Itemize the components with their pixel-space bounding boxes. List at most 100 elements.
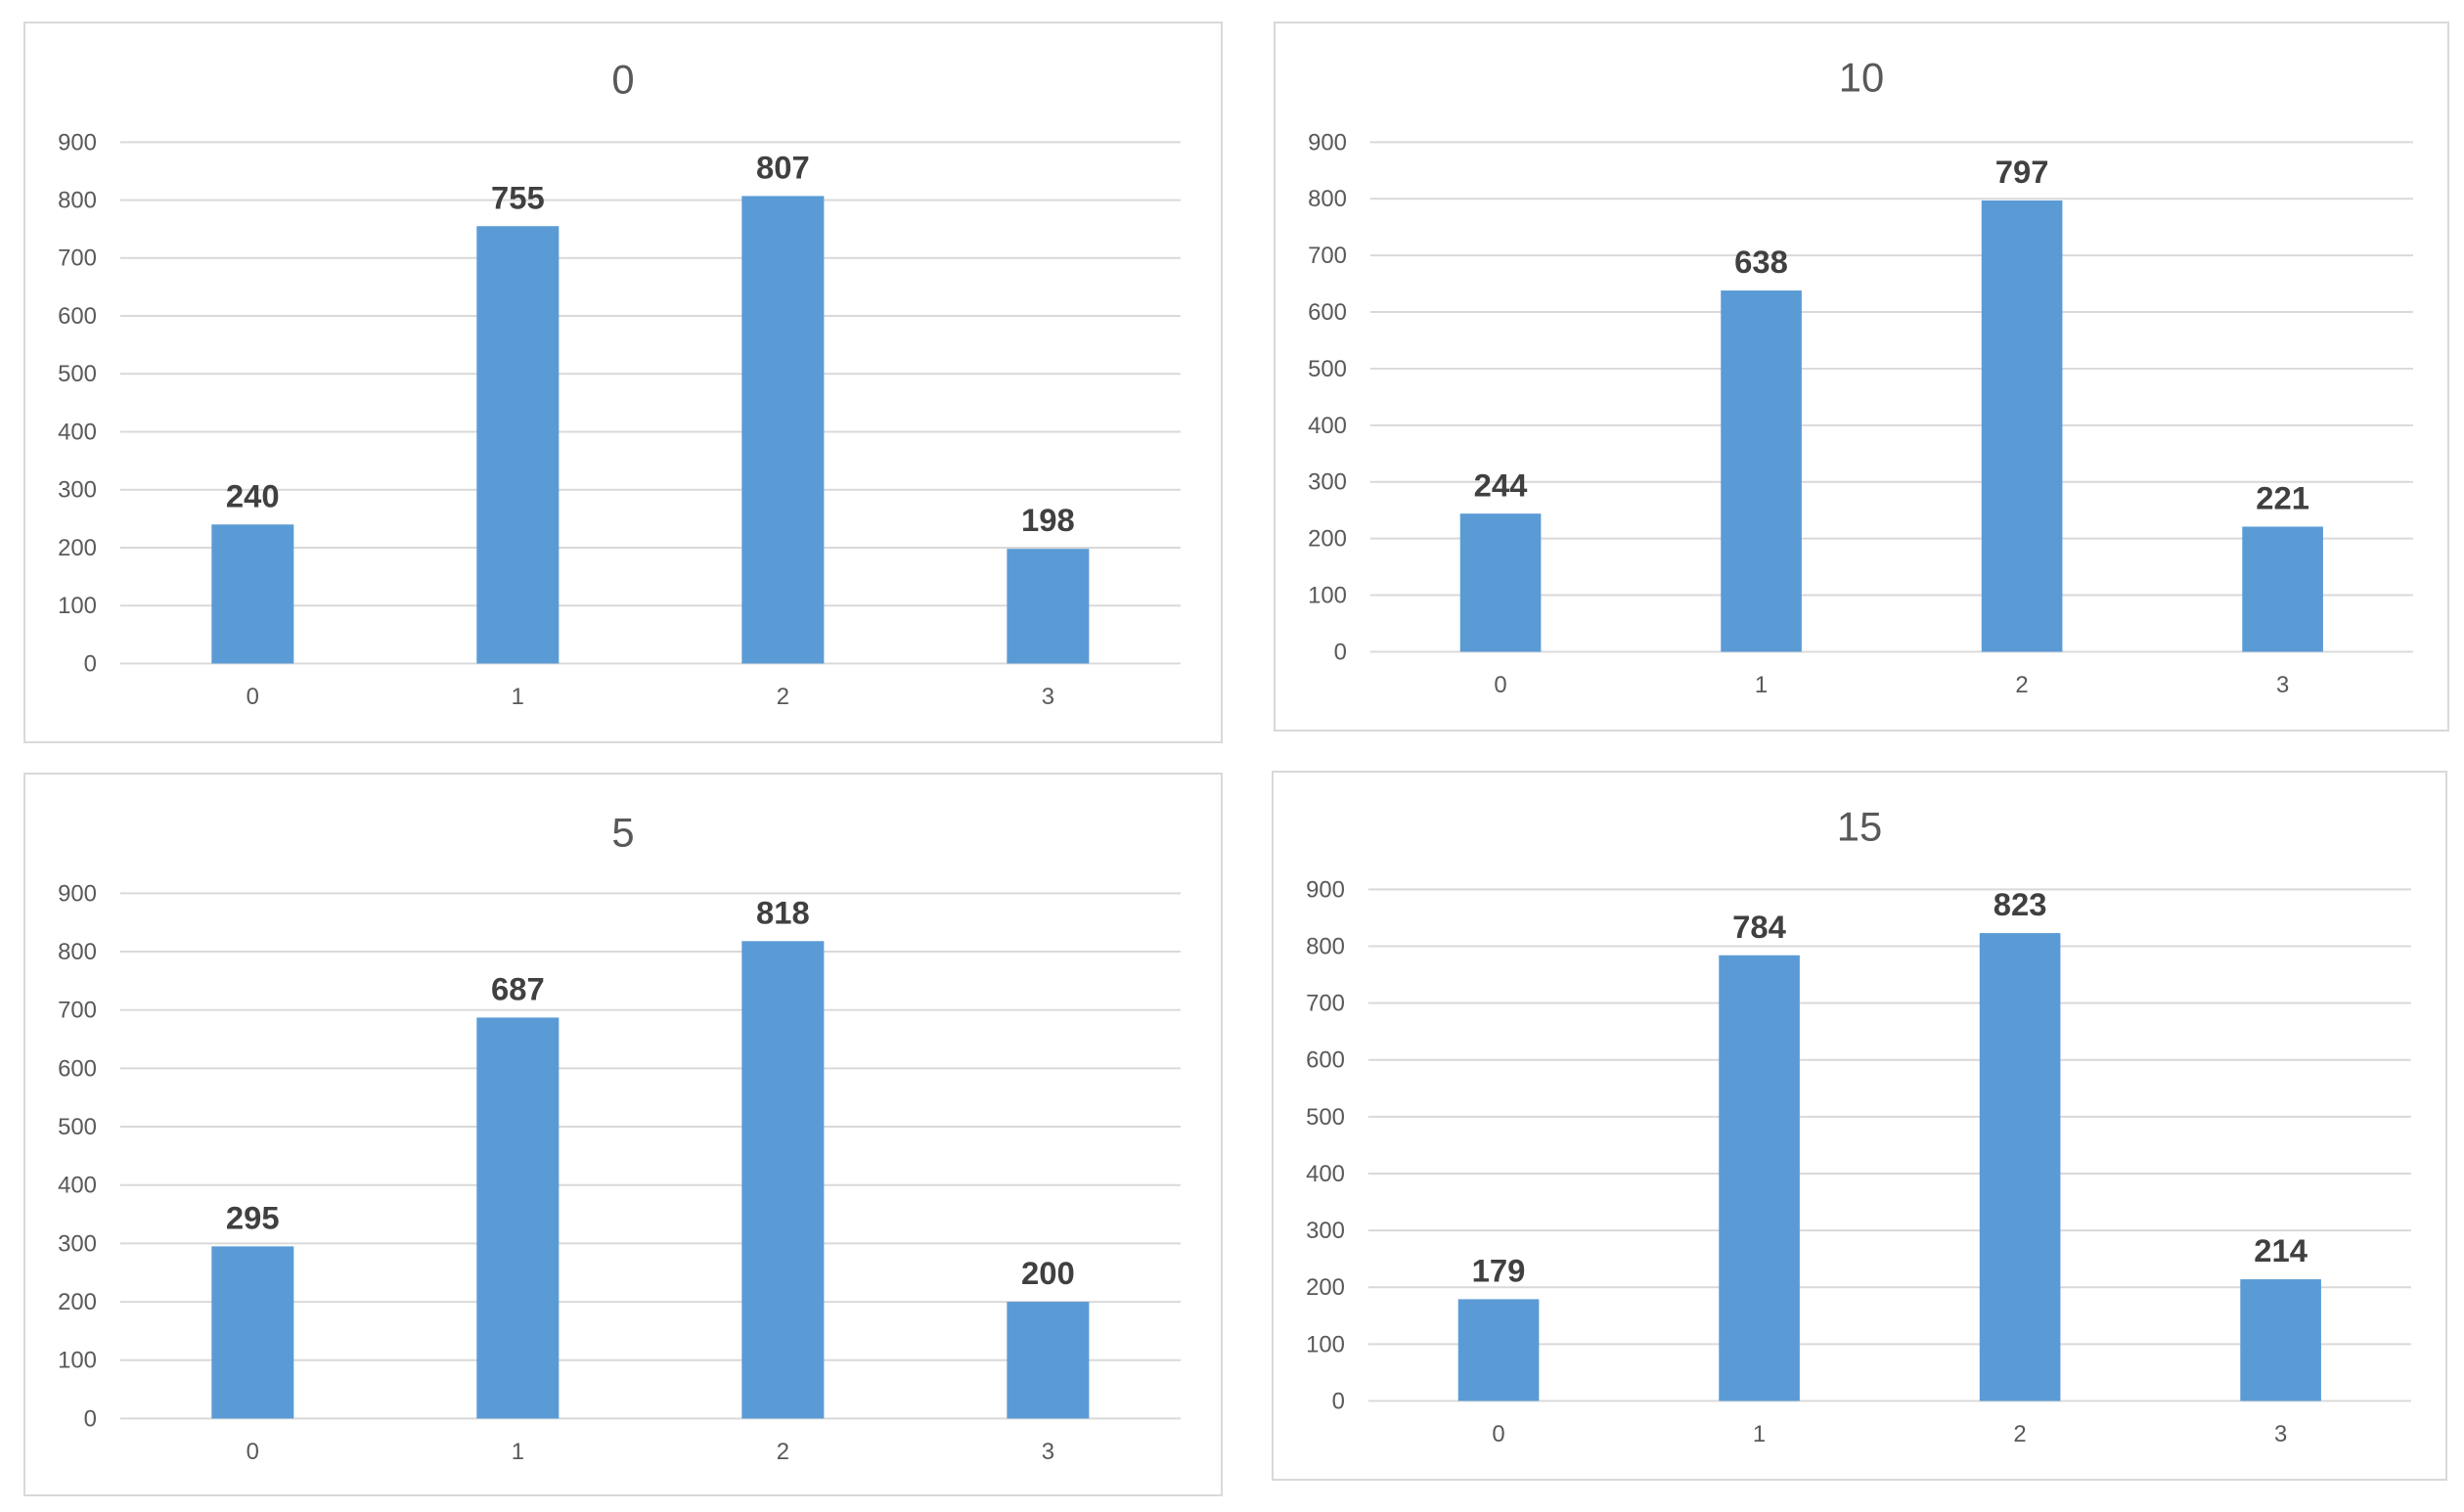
chart-svg-0: 0 0 100 200 300 400 500 600 700 800 900 240 0 755 1 807… [58,57,1181,710]
bar-3 [2240,1279,2321,1401]
data-label: 198 [1021,502,1075,538]
bar-1 [1721,290,1802,652]
data-label: 687 [491,971,545,1007]
data-label: 179 [1472,1253,1526,1289]
bar-3 [1007,549,1090,664]
data-label: 244 [1474,467,1528,503]
bar-0 [211,1246,294,1419]
chart-svg-3: 15 0 100 200 300 400 500 600 700 800 900 179 0 784 1 82… [1306,804,2411,1447]
y-tick-label: 100 [58,593,97,619]
data-label: 797 [1995,154,2049,190]
y-tick-label: 800 [1308,186,1347,212]
chart-svg-2: 5 0 100 200 300 400 500 600 700 800 900 295 0 687 1 818… [58,810,1181,1465]
bar-2 [741,196,825,664]
data-label: 240 [226,477,280,513]
x-tick-label: 0 [246,684,259,710]
data-label: 221 [2256,480,2309,516]
y-tick-label: 500 [58,1114,97,1140]
y-tick-label: 200 [58,535,97,561]
y-tick-label: 600 [58,303,97,330]
y-tick-label: 300 [1308,469,1347,496]
x-tick-label: 0 [246,1439,259,1465]
bar-1 [1719,955,1800,1401]
y-tick-label: 900 [1306,876,1345,903]
x-tick-label: 3 [2276,672,2289,698]
y-tick-label: 0 [84,650,97,677]
y-tick-label: 200 [58,1289,97,1315]
bar-0 [211,524,294,664]
bar-0 [1457,1299,1540,1401]
y-tick-label: 700 [1308,243,1347,269]
y-tick-label: 500 [1308,356,1347,382]
y-tick-label: 600 [1308,299,1347,326]
y-tick-label: 100 [58,1348,97,1374]
chart-panel-1: 10 0 100 200 300 400 500 600 700 800 900 244 0 638 1 79… [1274,22,2449,732]
chart-panel-3: 15 0 100 200 300 400 500 600 700 800 900 179 0 784 1 82… [1272,771,2447,1481]
y-tick-label: 400 [58,419,97,445]
x-tick-label: 3 [2274,1421,2287,1447]
x-tick-label: 3 [1042,684,1054,710]
y-tick-label: 0 [1334,639,1347,665]
y-tick-label: 700 [58,245,97,272]
chart-title: 15 [1837,804,1882,850]
x-tick-label: 2 [2013,1421,2026,1447]
bar-3 [1007,1302,1090,1419]
x-tick-label: 0 [1492,1421,1504,1447]
x-tick-label: 1 [512,684,524,710]
y-tick-label: 0 [84,1405,97,1432]
y-tick-label: 500 [58,361,97,387]
bar-2 [741,941,825,1419]
y-tick-label: 800 [1306,933,1345,959]
data-label: 755 [491,179,545,215]
bar-1 [476,226,560,664]
y-tick-label: 700 [1306,991,1345,1017]
y-tick-label: 600 [1306,1047,1345,1074]
data-label: 807 [756,150,810,186]
x-tick-label: 2 [777,1439,789,1465]
y-tick-label: 500 [1306,1104,1345,1131]
y-tick-label: 0 [1332,1388,1345,1414]
y-tick-label: 100 [1306,1331,1345,1357]
y-tick-label: 100 [1308,582,1347,608]
y-tick-label: 900 [58,880,97,907]
chart-svg-1: 1001002003004005006007008009002440638179… [1308,55,2413,698]
data-label: 823 [1994,886,2047,922]
bar-1 [476,1017,560,1419]
y-tick-label: 300 [1306,1218,1345,1244]
bar-3 [2242,526,2323,652]
x-tick-label: 3 [1042,1439,1054,1465]
chart-panel-2: 5 0 100 200 300 400 500 600 700 800 900 295 0 687 1 818… [23,773,1223,1496]
x-tick-label: 1 [512,1439,524,1465]
y-tick-label: 900 [1308,129,1347,156]
y-tick-label: 600 [58,1055,97,1082]
bar-0 [1459,513,1542,652]
x-tick-label: 1 [1755,672,1768,698]
x-tick-label: 0 [1494,672,1506,698]
chart-title: 5 [611,810,634,856]
x-tick-label: 2 [777,684,789,710]
y-tick-label: 800 [58,188,97,214]
y-tick-label: 300 [58,477,97,504]
bar-2 [1979,933,2061,1401]
data-label: 638 [1734,244,1788,280]
data-label: 295 [226,1199,280,1235]
y-tick-label: 200 [1306,1274,1345,1301]
bar-2 [1981,200,2063,652]
y-tick-label: 300 [58,1230,97,1257]
y-tick-label: 700 [58,998,97,1024]
data-label: 784 [1732,909,1786,945]
y-tick-label: 800 [58,939,97,965]
x-tick-label: 1 [1753,1421,1766,1447]
chart-title: 10 [1839,55,1884,101]
y-tick-label: 400 [58,1173,97,1199]
y-tick-label: 400 [1308,413,1347,439]
data-label: 200 [1021,1255,1075,1291]
chart-panel-0: 0 0 100 200 300 400 500 600 700 800 900 240 0 755 1 807… [23,22,1223,743]
chart-title: 0 [611,57,634,103]
y-tick-label: 400 [1306,1161,1345,1187]
data-label: 214 [2254,1232,2307,1268]
data-label: 818 [756,894,810,930]
y-tick-label: 200 [1308,526,1347,553]
y-tick-label: 900 [58,129,97,156]
x-tick-label: 2 [2015,672,2028,698]
